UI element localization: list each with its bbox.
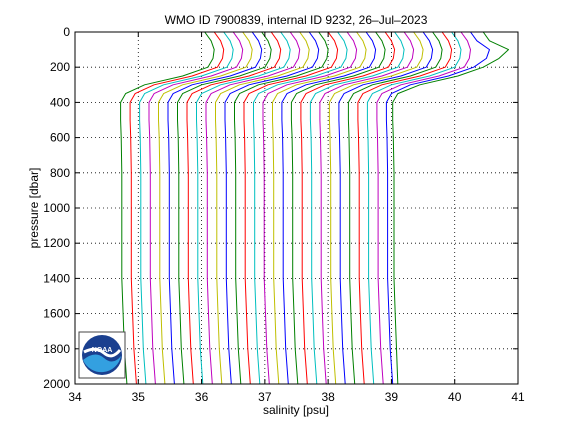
y-tick-label: 1000: [43, 201, 70, 215]
series-line-24: [338, 31, 434, 385]
series-line-18: [281, 31, 377, 385]
series-line-19: [290, 31, 386, 385]
series-line-22: [319, 31, 415, 385]
series-line-7: [177, 31, 272, 385]
series-line-4: [148, 31, 244, 385]
x-tick-label: 41: [511, 390, 525, 404]
series-line-10: [205, 31, 301, 385]
series-line-2: [129, 31, 225, 385]
x-tick-label: 36: [195, 390, 209, 404]
series-line-29: [385, 31, 490, 385]
chart-title: WMO ID 7900839, internal ID 9232, 26–Jul…: [165, 13, 428, 27]
logo-text: NOAA: [92, 347, 113, 354]
series-line-26: [357, 31, 453, 385]
y-axis-ticks: 0 200 400 600 800 1000 1200 1400 1600 1800 2000: [43, 25, 518, 391]
x-tick-label: 34: [68, 390, 82, 404]
series-line-1: [120, 31, 215, 385]
logo-wave: [83, 354, 121, 373]
series-line-9: [196, 31, 291, 385]
y-tick-label: 200: [50, 60, 70, 74]
series-group: [120, 31, 509, 385]
series-line-20: [300, 31, 396, 385]
logo-gull: [83, 347, 122, 358]
series-line-17: [272, 31, 367, 385]
y-tick-label: 800: [50, 166, 70, 180]
noaa-logo: NOAA: [78, 331, 126, 379]
x-axis-ticks: 34 35 36 37 38 39 40 41: [68, 32, 525, 404]
grid-lines: [75, 32, 518, 384]
y-tick-label: 400: [50, 95, 70, 109]
y-tick-label: 1200: [43, 236, 70, 250]
x-tick-label: 38: [321, 390, 335, 404]
series-line-11: [215, 31, 310, 385]
y-tick-label: 2000: [43, 377, 70, 391]
series-line-8: [186, 31, 282, 385]
y-tick-label: 600: [50, 131, 70, 145]
series-line-12: [224, 31, 320, 385]
series-line-28: [376, 31, 471, 385]
series-line-15: [253, 31, 348, 385]
x-tick-label: 35: [132, 390, 146, 404]
series-line-5: [158, 31, 253, 385]
y-axis-label: pressure [dbar]: [27, 168, 41, 249]
y-tick-label: 1800: [43, 342, 70, 356]
series-line-16: [262, 31, 358, 385]
series-line-21: [309, 31, 405, 385]
series-line-27: [366, 31, 462, 385]
series-line-6: [167, 31, 263, 385]
y-tick-label: 1600: [43, 307, 70, 321]
series-line-30: [392, 31, 509, 385]
series-line-25: [347, 31, 443, 385]
series-line-3: [139, 31, 234, 385]
series-line-13: [234, 31, 329, 385]
series-line-23: [328, 31, 424, 385]
y-tick-label: 0: [63, 25, 70, 39]
x-tick-label: 39: [385, 390, 399, 404]
x-tick-label: 37: [258, 390, 272, 404]
y-tick-label: 1400: [43, 271, 70, 285]
x-tick-label: 40: [448, 390, 462, 404]
x-axis-label: salinity [psu]: [263, 403, 329, 417]
series-line-14: [243, 31, 339, 385]
